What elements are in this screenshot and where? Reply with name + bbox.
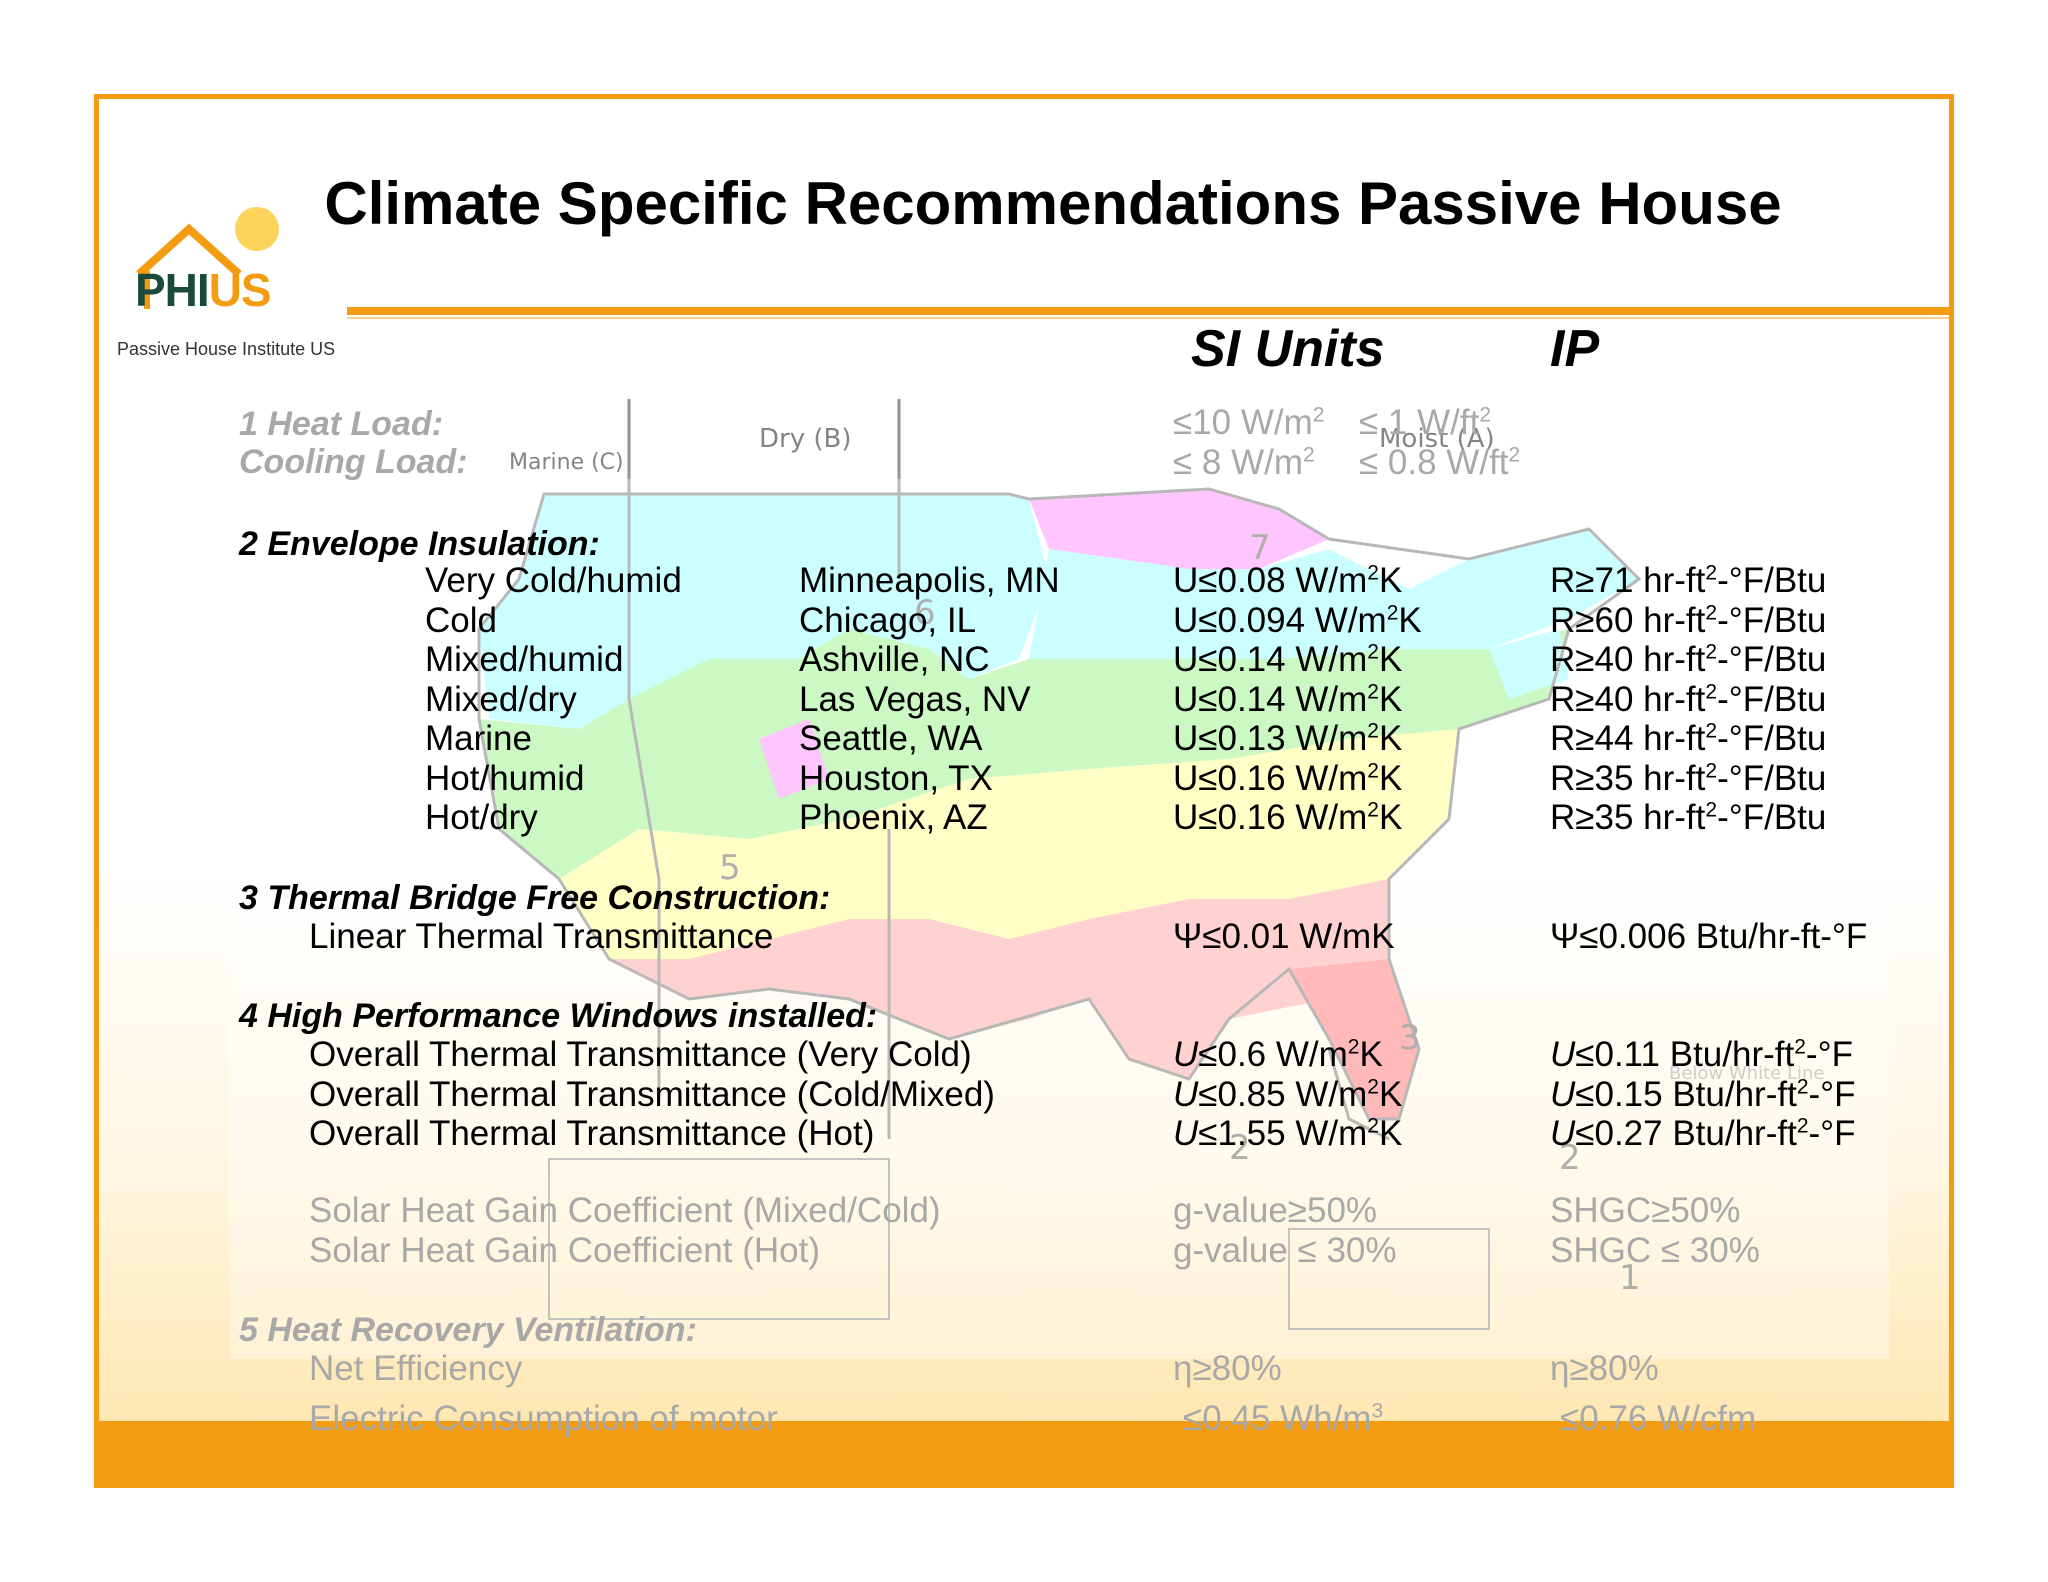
envelope-row-climate: Hot/dry	[425, 798, 538, 837]
envelope-row-climate: Very Cold/humid	[425, 561, 682, 600]
section-1-heat-load-label: 1 Heat Load:	[239, 405, 444, 443]
envelope-row-climate: Mixed/dry	[425, 680, 577, 719]
envelope-row-city: Chicago, IL	[799, 601, 977, 640]
shgc-row-ip: SHGC ≤ 30%	[1550, 1231, 1760, 1270]
section-3-heading: 3 Thermal Bridge Free Construction:	[239, 879, 831, 917]
map-label-dry: Dry (B)	[759, 424, 852, 454]
zone-3-region	[559, 729, 1459, 959]
logo-subtitle: Passive House Institute US	[117, 339, 336, 359]
envelope-row-climate: Hot/humid	[425, 759, 585, 798]
envelope-row-ip: R≥60 hr-ft2-°F/Btu	[1550, 601, 1827, 640]
envelope-row-climate: Marine	[425, 719, 532, 758]
envelope-row-city: Seattle, WA	[799, 719, 983, 758]
envelope-row-climate: Cold	[425, 601, 497, 640]
shgc-row-ip: SHGC≥50%	[1550, 1191, 1741, 1230]
phius-logo-house-icon	[136, 207, 279, 309]
linear-thermal-transmittance-label: Linear Thermal Transmittance	[309, 917, 774, 956]
map-label-zone-2: 2	[1229, 1128, 1251, 1168]
window-row-label: Overall Thermal Transmittance (Very Cold…	[309, 1035, 972, 1074]
envelope-row-ip: R≥35 hr-ft2-°F/Btu	[1550, 798, 1827, 837]
shgc-row-label: Solar Heat Gain Coefficient (Mixed/Cold)	[309, 1191, 941, 1230]
map-label-marine: Marine (C)	[509, 450, 624, 475]
map-legend-boxes	[548, 1158, 1490, 1330]
shgc-row-si: g-value≥50%	[1173, 1191, 1378, 1230]
net-efficiency-si: η≥80%	[1173, 1349, 1282, 1388]
envelope-row-city: Houston, TX	[799, 759, 993, 798]
section-1-cooling-load-label: Cooling Load:	[239, 443, 468, 481]
zone-regions	[479, 489, 1639, 1119]
zone-4-pink-patch	[759, 719, 829, 799]
window-row-si: U≤0.85 W/m2K	[1173, 1075, 1403, 1114]
section-4-heading: 4 High Performance Windows installed:	[239, 997, 878, 1035]
climate-zone-map: Dry (B) Moist (A) Marine (C) 7 6 5 3 2 2…	[477, 399, 1824, 1330]
envelope-row-si: U≤0.094 W/m2K	[1173, 601, 1422, 640]
window-row-ip: U≤0.27 Btu/hr-ft2-°F	[1550, 1114, 1856, 1153]
window-row-si: U≤0.6 W/m2K	[1173, 1035, 1383, 1074]
envelope-row-si: U≤0.14 W/m2K	[1173, 680, 1403, 719]
zone-5-blue-patch	[1489, 629, 1569, 699]
column-header-ip: IP	[1550, 320, 1600, 378]
envelope-row-ip: R≥71 hr-ft2-°F/Btu	[1550, 561, 1827, 600]
column-header-si: SI Units	[1191, 320, 1385, 378]
map-labels: Dry (B) Moist (A) Marine (C) 7 6 5 3 2 2…	[509, 424, 1824, 1298]
zone-5-region	[479, 494, 1049, 729]
linear-thermal-transmittance-ip: Ψ≤0.006 Btu/hr-ft-°F	[1550, 917, 1868, 956]
envelope-row-city: Ashville, NC	[799, 640, 990, 679]
linear-thermal-transmittance-si: Ψ≤0.01 W/mK	[1173, 917, 1395, 956]
cooling-load-ip: ≤ 0.8 W/ft2	[1359, 443, 1521, 482]
envelope-row-si: U≤0.13 W/m2K	[1173, 719, 1403, 758]
zone-1-region	[1289, 959, 1419, 1119]
envelope-row-city: Phoenix, AZ	[799, 798, 988, 837]
envelope-row-city: Las Vegas, NV	[799, 680, 1031, 719]
envelope-row-si: U≤0.16 W/m2K	[1173, 759, 1403, 798]
page-title: Climate Specific Recommendations Passive…	[324, 170, 1782, 237]
envelope-row-ip: R≥35 hr-ft2-°F/Btu	[1550, 759, 1827, 798]
slide: Dry (B) Moist (A) Marine (C) 7 6 5 3 2 2…	[94, 94, 1954, 1488]
heat-load-ip: ≤ 1 W/ft2	[1359, 403, 1492, 442]
cooling-load-si: ≤ 8 W/m2	[1173, 443, 1315, 482]
map-label-below-white-line: Below White Line	[1669, 1063, 1824, 1084]
envelope-row-si: U≤0.08 W/m2K	[1173, 561, 1403, 600]
title-underline-thin	[347, 317, 1949, 319]
heat-load-si: ≤10 W/m2	[1173, 403, 1325, 442]
envelope-row-si: U≤0.14 W/m2K	[1173, 640, 1403, 679]
shgc-row-label: Solar Heat Gain Coefficient (Hot)	[309, 1231, 820, 1270]
motor-consumption-si: ≤0.45 Wh/m3	[1183, 1399, 1384, 1438]
text-panel	[229, 479, 1889, 1359]
window-row-label: Overall Thermal Transmittance (Cold/Mixe…	[309, 1075, 995, 1114]
bottom-bar	[99, 1421, 1949, 1483]
logo-text: PHIUS	[135, 264, 272, 316]
map-label-zone-2b: 2	[1559, 1138, 1581, 1178]
map-label-zone-3: 3	[1399, 1018, 1421, 1058]
window-row-si: U≤1.55 W/m2K	[1173, 1114, 1403, 1153]
window-row-ip: U≤0.15 Btu/hr-ft2-°F	[1550, 1075, 1856, 1114]
map-label-moist: Moist (A)	[1379, 424, 1495, 454]
window-row-label: Overall Thermal Transmittance (Hot)	[309, 1114, 875, 1153]
title-underline	[347, 307, 1949, 315]
map-label-zone-1: 1	[1619, 1258, 1641, 1298]
envelope-row-ip: R≥40 hr-ft2-°F/Btu	[1550, 680, 1827, 719]
envelope-row-city: Minneapolis, MN	[799, 561, 1060, 600]
section-5-heading: 5 Heat Recovery Ventilation:	[239, 1311, 697, 1349]
zone-7-region	[1029, 489, 1329, 569]
zone-4-region	[479, 629, 1569, 879]
net-efficiency-label: Net Efficiency	[309, 1349, 523, 1388]
section-2-heading: 2 Envelope Insulation:	[239, 525, 600, 563]
envelope-row-si: U≤0.16 W/m2K	[1173, 798, 1403, 837]
envelope-row-ip: R≥40 hr-ft2-°F/Btu	[1550, 640, 1827, 679]
zone-outlines	[477, 399, 1642, 1141]
envelope-row-ip: R≥44 hr-ft2-°F/Btu	[1550, 719, 1827, 758]
zone-6-region	[1029, 529, 1639, 659]
window-row-ip: U≤0.11 Btu/hr-ft2-°F	[1550, 1035, 1853, 1074]
map-label-zone-6: 6	[914, 593, 936, 633]
shgc-row-si: g-value ≤ 30%	[1173, 1231, 1397, 1270]
motor-consumption-ip: ≤0.76 W/cfm	[1560, 1399, 1757, 1438]
envelope-row-climate: Mixed/humid	[425, 640, 624, 679]
net-efficiency-ip: η≥80%	[1550, 1349, 1659, 1388]
zone-2-region	[609, 879, 1389, 1079]
map-label-zone-7: 7	[1249, 528, 1271, 568]
map-label-zone-5: 5	[719, 848, 741, 888]
motor-consumption-label: Electric Consumption of motor	[309, 1399, 778, 1438]
